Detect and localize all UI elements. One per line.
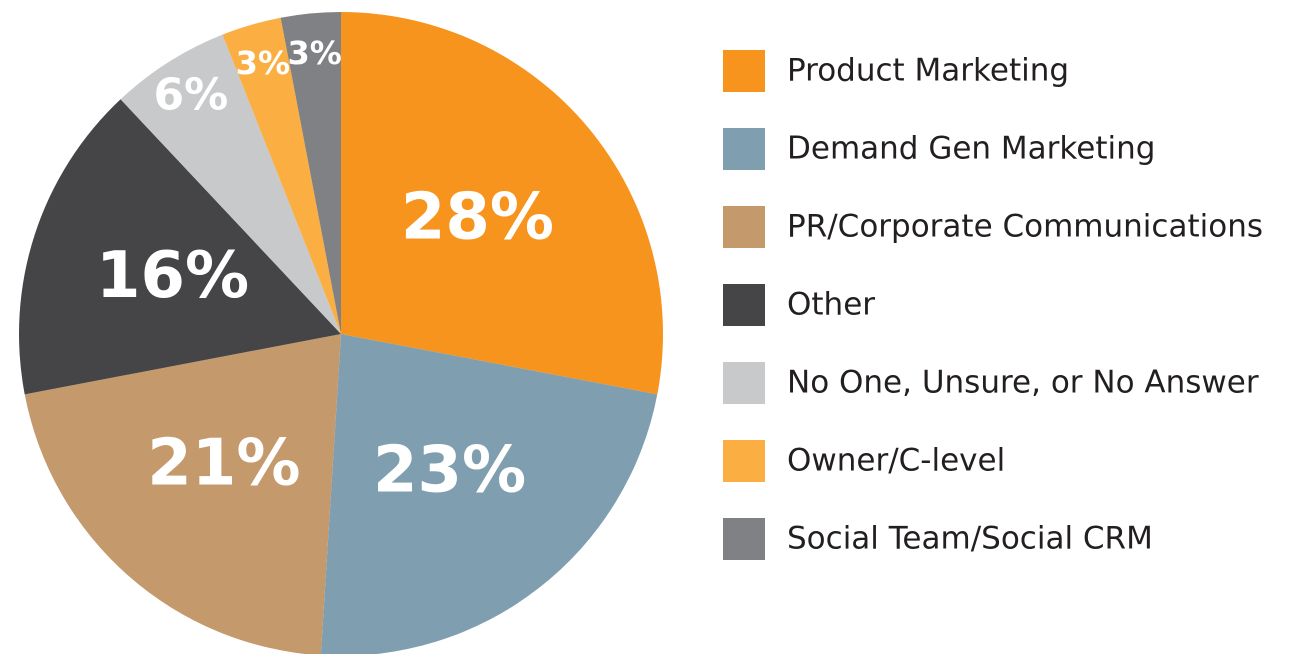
pie-slice bbox=[320, 334, 658, 654]
pie-slice bbox=[341, 12, 663, 395]
pie-slice bbox=[280, 12, 341, 334]
legend-label: Demand Gen Marketing bbox=[787, 131, 1155, 167]
legend-label: PR/Corporate Communications bbox=[787, 209, 1263, 245]
slice-label: 21% bbox=[147, 426, 300, 500]
legend-label: Product Marketing bbox=[787, 53, 1069, 89]
slice-label: 23% bbox=[373, 434, 526, 508]
slice-label: 16% bbox=[96, 239, 249, 313]
legend-swatch bbox=[723, 518, 765, 560]
legend-swatch bbox=[723, 206, 765, 248]
slice-label: 3% bbox=[236, 44, 290, 82]
slice-label: 28% bbox=[401, 181, 554, 255]
legend-swatch bbox=[723, 128, 765, 170]
legend-swatch bbox=[723, 362, 765, 404]
pie-slice bbox=[24, 334, 341, 654]
pie-slice bbox=[120, 34, 341, 335]
pie-slice bbox=[222, 17, 341, 335]
legend-label: Social Team/Social CRM bbox=[787, 521, 1153, 557]
legend-label: No One, Unsure, or No Answer bbox=[787, 365, 1259, 401]
slice-label: 6% bbox=[154, 69, 229, 120]
legend-swatch bbox=[723, 284, 765, 326]
legend-swatch bbox=[723, 50, 765, 92]
legend-label: Owner/C-level bbox=[787, 443, 1005, 479]
legend-swatch bbox=[723, 440, 765, 482]
slice-label: 3% bbox=[287, 34, 341, 72]
legend-label: Other bbox=[787, 287, 875, 323]
pie-slice bbox=[19, 99, 342, 395]
